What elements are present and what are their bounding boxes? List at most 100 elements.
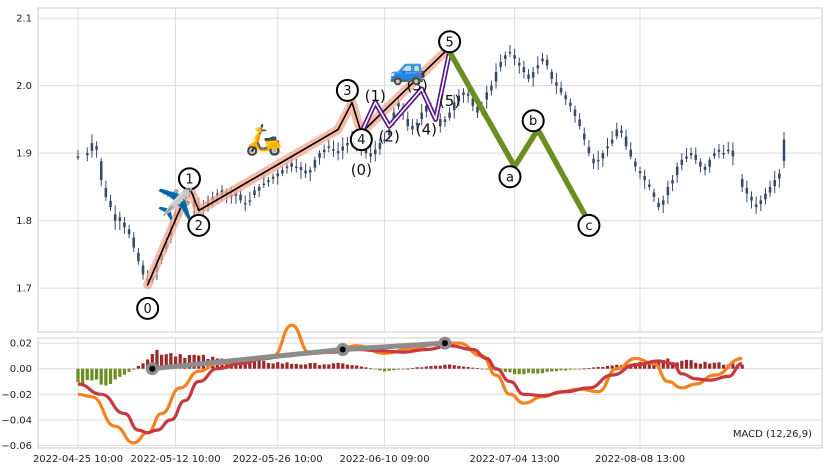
candlestick [717,144,721,159]
macd-y-tick-label: −0.02 [1,390,32,401]
candlestick [661,195,665,213]
wave-label-4-text: 4 [357,133,365,148]
wave-label-c-text: c [585,219,592,234]
candlestick [248,191,252,207]
candle-body [420,112,423,120]
macd-histogram-bar [294,363,298,369]
macd-histogram-bar [531,368,535,374]
candle-body [717,149,721,152]
candlestick [239,190,242,204]
candle-body [782,139,786,161]
candlestick [341,137,345,160]
candlestick [596,150,600,170]
candlestick [373,141,377,162]
macd-histogram-bar [406,368,410,370]
macd-histogram-bar [596,366,600,369]
candlestick [587,140,591,157]
macd-histogram-bar [582,368,586,370]
candlestick [271,173,275,184]
wave-label-4-circle [349,128,373,152]
candlestick [713,148,716,160]
sub-wave-label: (5) [439,92,460,110]
macd-histogram-bar [141,363,145,369]
candlestick [550,68,554,84]
candlestick [383,132,386,144]
candlestick [545,54,549,70]
candle-body [703,166,707,170]
candle-body [462,92,465,96]
wave-label-2-text: 2 [195,219,203,234]
wave-label-1: 1 [177,167,201,191]
candlestick [573,105,577,123]
candlestick [726,141,730,155]
candlestick [750,191,753,209]
macd-histogram-bar [591,367,596,369]
candle-body [773,180,776,187]
candlestick [346,136,349,153]
macd-y-tick-label: −0.06 [1,441,32,452]
macd-histogram-bar [447,364,452,369]
scooter-icon: 🛵 [245,123,282,158]
candle-body [517,62,521,66]
candle-body [132,237,136,248]
candlestick [740,174,744,193]
candlestick [466,89,470,103]
candlestick [778,169,781,188]
candle-body [383,139,386,142]
macd-histogram-bar [378,368,382,371]
candle-body [336,151,340,154]
wave-label-b: b [521,109,545,133]
candle-body [308,170,312,173]
candle-body [113,214,117,221]
macd-histogram-bar [703,361,707,369]
candle-body [778,173,781,179]
candle-body [123,222,126,228]
candle-body [601,153,605,159]
macd-y-tick-label: 0.02 [10,339,32,350]
candle-body [411,125,414,130]
macd-histogram-bar [731,363,735,369]
wave-label-a-text: a [506,170,514,185]
macd-histogram-bar [364,367,368,369]
macd-histogram-bar [610,365,614,369]
macd-histogram-bar [262,360,266,369]
price-y-tick-label: 2.1 [16,14,32,25]
candlestick [327,140,331,153]
candlestick [443,115,447,128]
candlestick [773,170,776,194]
macd-histogram-bar [178,354,182,369]
candle-body [494,72,498,82]
wave-label-c: c [577,213,601,237]
sub-wave-label: (3) [406,77,427,95]
macd-histogram-bar [313,362,317,369]
candle-body [689,153,693,156]
x-tick-label: 2022-05-12 10:00 [130,454,220,465]
candle-body [99,161,103,181]
candle-body [332,149,335,151]
candle-body [764,193,767,200]
candle-body [620,130,623,133]
macd-histogram-bar [336,362,340,369]
candle-body [341,146,345,151]
candle-body [726,149,730,152]
candle-body [346,143,349,146]
sub-wave-line-inner [360,51,451,134]
candlestick [118,211,122,230]
candle-body [582,133,586,140]
candlestick [332,140,335,157]
macd-histogram-bar [689,360,693,369]
candle-body [127,229,131,235]
candle-body [485,92,489,100]
candle-body [216,193,219,196]
candle-body [573,109,577,116]
macd-histogram-bar [452,365,456,369]
candlestick [754,196,758,214]
macd-histogram-bar [290,363,294,369]
candlestick [276,168,280,185]
macd-histogram-bar [615,364,619,369]
candlestick [411,119,414,135]
candlestick [513,48,516,66]
wave-label-2: 2 [187,213,211,237]
macd-histogram-bar [410,367,415,369]
candle-body [545,59,549,66]
